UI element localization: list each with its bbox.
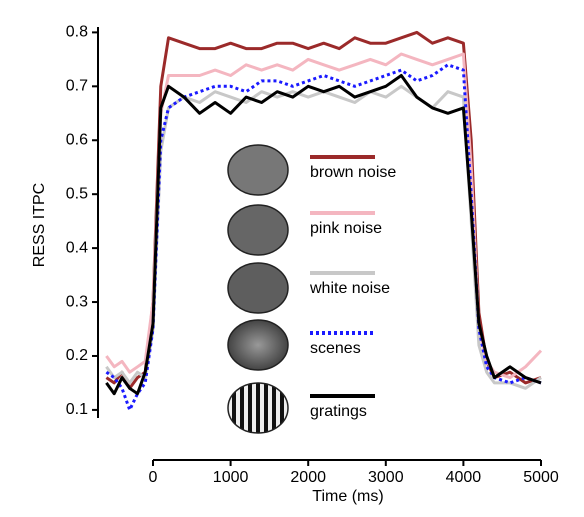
- legend-label: scenes: [310, 340, 361, 357]
- x-tick-label: 0: [149, 469, 158, 486]
- y-tick-label: 0.7: [66, 78, 88, 95]
- y-tick-label: 0.1: [66, 401, 88, 418]
- y-tick-label: 0.8: [66, 24, 88, 41]
- legend-label: gratings: [310, 403, 367, 420]
- line-series: [105, 63, 542, 412]
- y-tick-label: 0.4: [66, 239, 88, 256]
- scenes-image: [227, 319, 289, 371]
- legend-images: [227, 144, 289, 434]
- x-tick-label: 2000: [290, 469, 326, 486]
- legend-label: pink noise: [310, 220, 382, 237]
- x-tick-label: 3000: [368, 469, 404, 486]
- pink-noise-image: [227, 204, 289, 256]
- white-noise-image: [227, 262, 289, 314]
- x-axis-label: Time (ms): [312, 488, 383, 505]
- y-tick-label: 0.3: [66, 293, 88, 310]
- y-tick-label: 0.6: [66, 131, 88, 148]
- legend-label: brown noise: [310, 164, 396, 181]
- gratings-image: [227, 382, 289, 434]
- line-series: [105, 74, 542, 396]
- legend-label: white noise: [309, 280, 390, 297]
- y-tick-label: 0.2: [66, 347, 88, 364]
- brown-noise-image: [227, 144, 289, 196]
- x-tick-label: 5000: [523, 469, 559, 486]
- line-series: [105, 52, 543, 380]
- y-tick-label: 0.5: [66, 185, 88, 202]
- x-tick-label: 1000: [213, 469, 249, 486]
- y-axis-label: RESS ITPC: [31, 183, 48, 267]
- x-tick-label: 4000: [446, 469, 482, 486]
